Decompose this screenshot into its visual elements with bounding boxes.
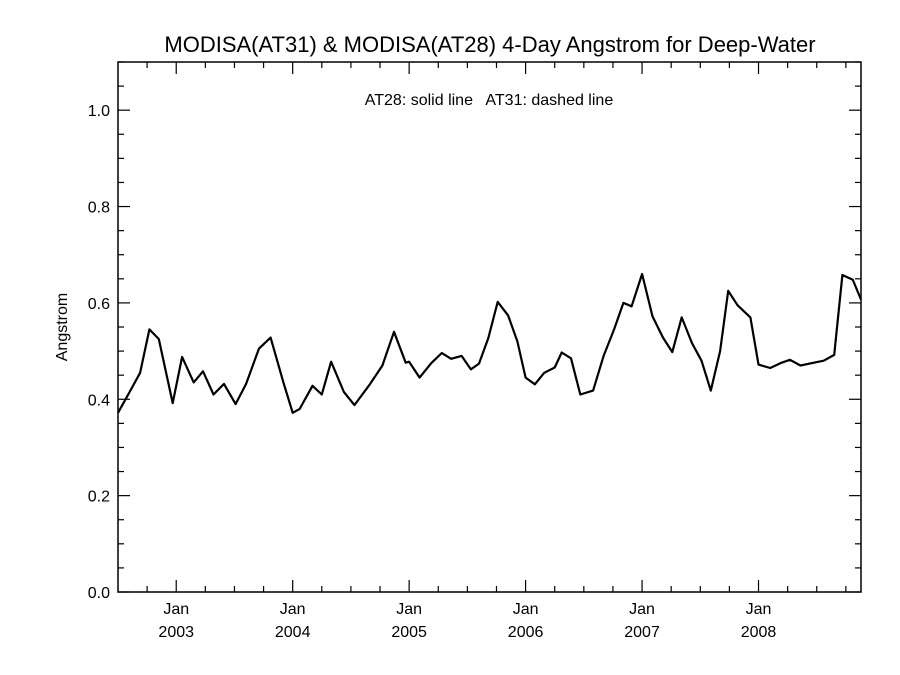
y-axis: 0.0 0.2 0.4 0.6 0.8 1.0 bbox=[88, 61, 861, 602]
y-tick-label: 0.4 bbox=[88, 392, 110, 409]
x-tick-month-label: Jan bbox=[396, 601, 422, 618]
x-axis: Jan 2003 Jan 2004 Jan 2005 Jan 2006 Jan 2007 Jan 20… bbox=[146, 62, 847, 641]
y-tick-label: 1.0 bbox=[88, 103, 110, 120]
x-tick-month-label: Jan bbox=[280, 601, 306, 618]
x-tick-month-label: Jan bbox=[513, 601, 539, 618]
y-tick-label: 0.6 bbox=[88, 296, 110, 313]
x-tick-month-label: Jan bbox=[746, 601, 772, 618]
chart-title: MODISA(AT31) & MODISA(AT28) 4-Day Angstr… bbox=[164, 32, 815, 57]
x-tick-month-label: Jan bbox=[629, 601, 655, 618]
y-axis-label: Angstrom bbox=[54, 293, 71, 361]
series-layer bbox=[117, 272, 863, 414]
x-tick-month-label: Jan bbox=[163, 601, 189, 618]
x-tick-year-label: 2008 bbox=[741, 624, 777, 641]
chart-annotation: AT28: solid line AT31: dashed line bbox=[365, 92, 614, 109]
x-tick-year-label: 2007 bbox=[624, 624, 660, 641]
y-tick-label: 0.2 bbox=[88, 489, 110, 506]
y-tick-label: 0.8 bbox=[88, 200, 110, 217]
x-tick-year-label: 2005 bbox=[391, 624, 427, 641]
y-tick-label: 0.0 bbox=[88, 585, 110, 602]
x-tick-year-label: 2006 bbox=[508, 624, 544, 641]
x-tick-year-label: 2004 bbox=[275, 624, 311, 641]
plot-frame bbox=[117, 61, 862, 593]
series-line-at28 bbox=[117, 272, 863, 414]
x-tick-year-label: 2003 bbox=[158, 624, 194, 641]
